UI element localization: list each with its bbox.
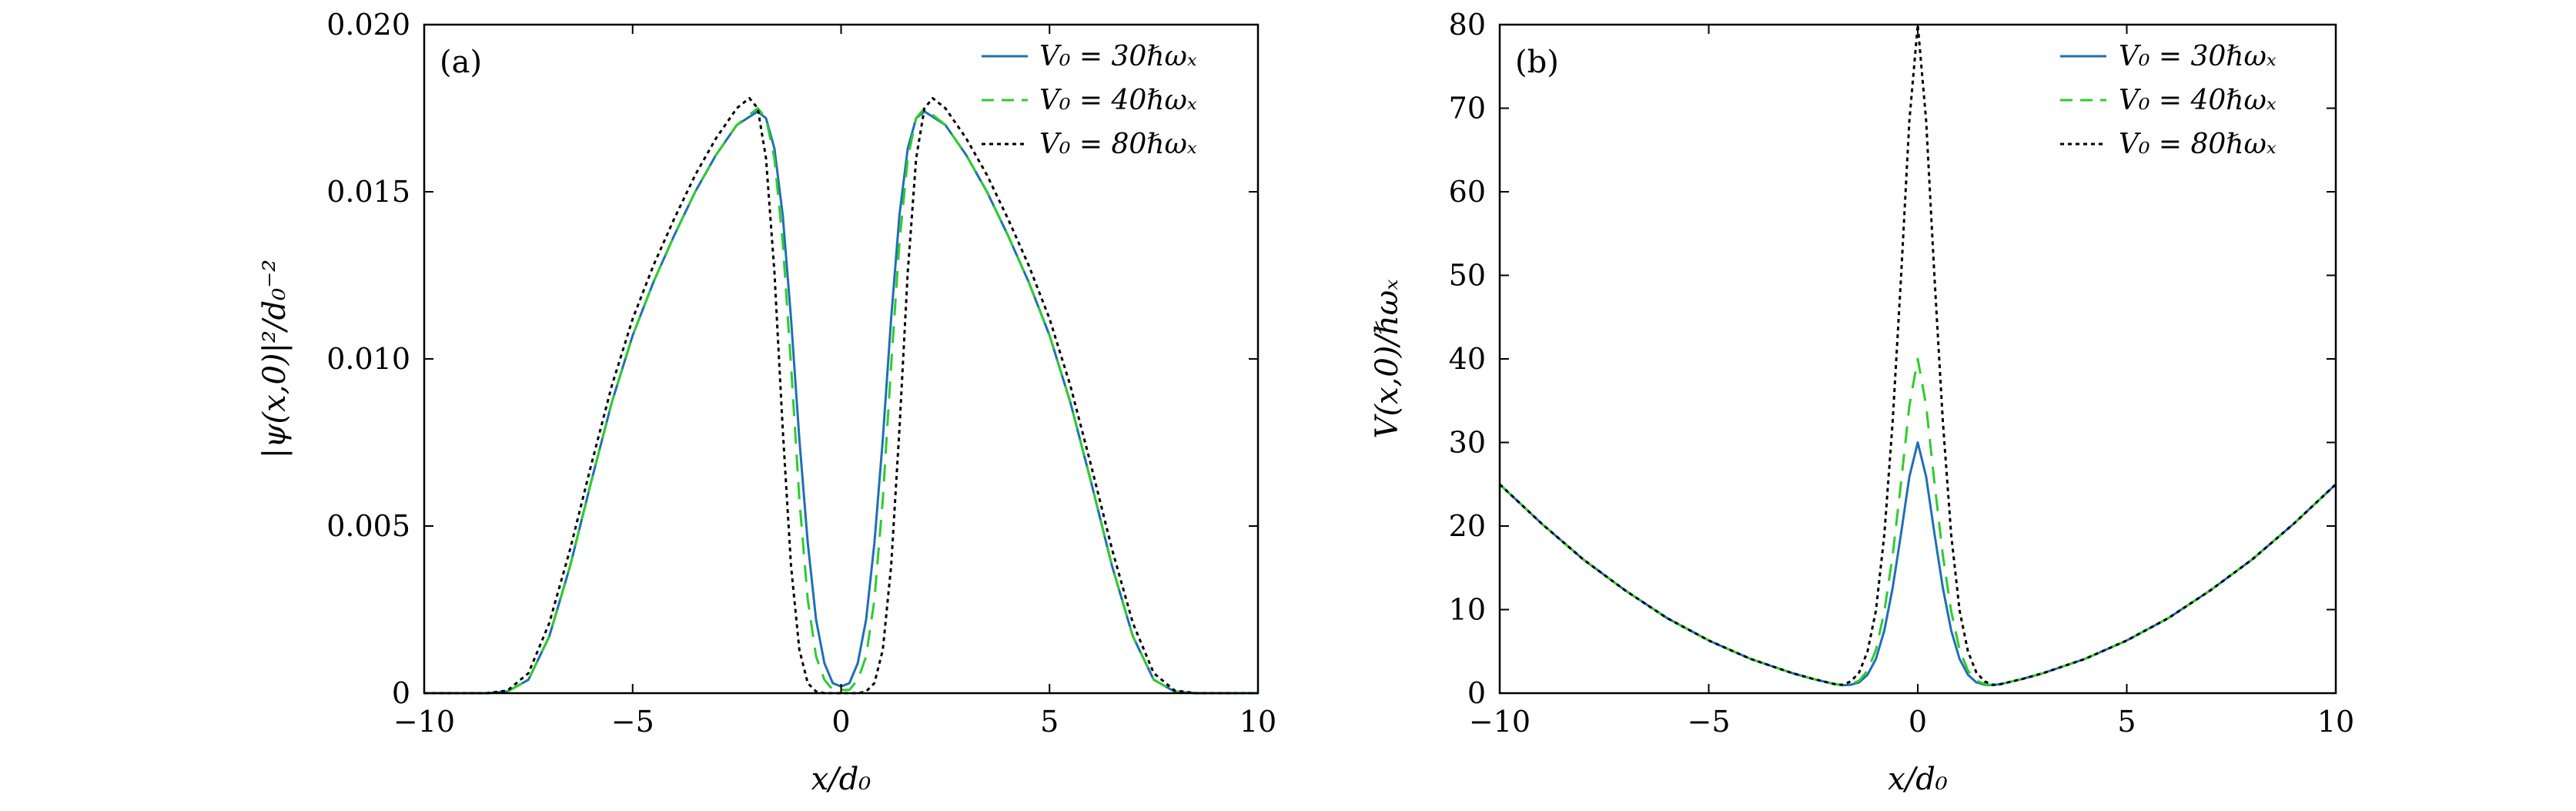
series-line-1 xyxy=(1498,441,2337,687)
x-tick-label: 10 xyxy=(1239,705,1276,739)
x-tick-label: −5 xyxy=(1687,705,1730,739)
y-tick-label: 60 xyxy=(1449,175,1486,209)
y-tick-label: 50 xyxy=(1449,259,1486,293)
y-tick-label: 0 xyxy=(1467,676,1486,710)
y-axis-title: V(x,0)/ℏωₓ xyxy=(1370,280,1405,439)
panel-label: (a) xyxy=(440,45,482,80)
legend-label-3: V₀ = 80ℏωₓ xyxy=(2119,129,2277,160)
legend-label-2: V₀ = 40ℏωₓ xyxy=(2119,85,2277,116)
y-tick-label: 70 xyxy=(1449,92,1486,126)
series-line-3 xyxy=(1498,23,2337,686)
x-tick-label: 5 xyxy=(1040,705,1059,739)
x-tick-label: 5 xyxy=(2117,705,2136,739)
legend-label-3: V₀ = 80ℏωₓ xyxy=(1039,129,1197,160)
series-line-2 xyxy=(1498,357,2337,687)
x-tick-label: −10 xyxy=(393,705,455,739)
x-tick-label: 0 xyxy=(1909,705,1927,739)
x-tick-label: −5 xyxy=(611,705,654,739)
y-tick-label: 0.020 xyxy=(326,8,410,42)
panel-b: −10 −5 0 5 10 0 10 20 30 40 50 60 70 80 x/d₀ V(x,0)/ℏωₓ… xyxy=(1370,8,2354,797)
y-tick-label: 0.015 xyxy=(326,175,410,209)
plot-frame xyxy=(423,23,1260,695)
y-tick-label: 0.005 xyxy=(326,509,410,543)
legend-label-1: V₀ = 30ℏωₓ xyxy=(2119,41,2277,72)
y-axis-title: |ψ(x,0)|²/d₀⁻² xyxy=(257,260,293,459)
x-axis-title: x/d₀ xyxy=(1888,762,1948,797)
x-axis-title: x/d₀ xyxy=(811,762,871,797)
y-tick-label: 0 xyxy=(392,676,410,710)
y-tick-label: 0.010 xyxy=(326,342,410,376)
y-tick-label: 80 xyxy=(1449,8,1486,42)
panel-a: −10 −5 0 5 10 0 0.005 0.010 0.015 0.020 x/d₀ |ψ(x,0… xyxy=(257,8,1276,797)
series-line-2 xyxy=(424,107,1258,695)
legend-label-2: V₀ = 40ℏωₓ xyxy=(1039,85,1197,116)
series-line-3 xyxy=(424,97,1258,695)
y-tick-label: 20 xyxy=(1449,509,1486,543)
x-tick-label: 10 xyxy=(2317,705,2354,739)
series-line-1 xyxy=(424,110,1258,695)
y-tick-label: 10 xyxy=(1449,593,1486,627)
y-tick-label: 40 xyxy=(1449,342,1486,376)
x-tick-label: −10 xyxy=(1469,705,1531,739)
y-tick-label: 30 xyxy=(1449,426,1486,460)
panel-label: (b) xyxy=(1515,45,1559,80)
x-tick-label: 0 xyxy=(831,705,850,739)
legend-label-1: V₀ = 30ℏωₓ xyxy=(1039,41,1197,72)
